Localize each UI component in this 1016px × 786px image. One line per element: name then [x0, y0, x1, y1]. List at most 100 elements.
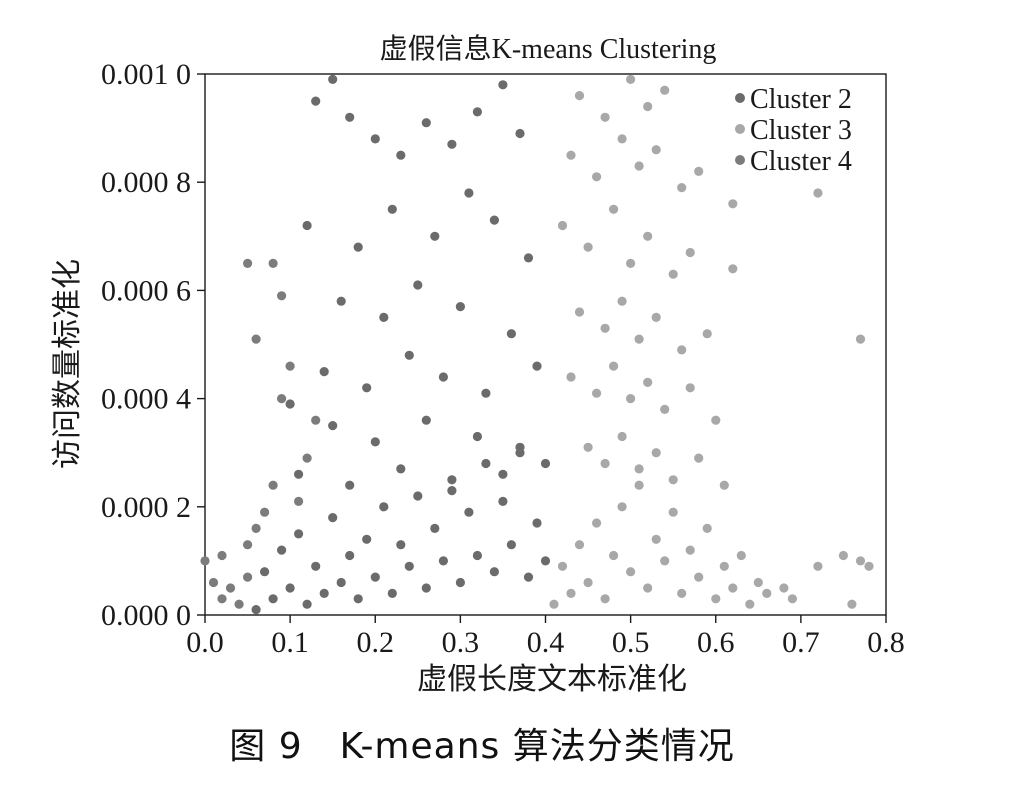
y-tick-label: 0.000 8 [101, 166, 191, 199]
scatter-point [566, 150, 576, 160]
scatter-point [362, 383, 372, 393]
scatter-point [626, 74, 636, 84]
scatter-point [217, 594, 227, 604]
scatter-point [421, 415, 431, 425]
scatter-point [489, 567, 499, 577]
scatter-point [855, 556, 866, 566]
figure-caption: 图 9 K-means 算法分类情况 [229, 726, 734, 767]
scatter-point [651, 448, 661, 458]
scatter-point [421, 583, 431, 593]
legend-label: Cluster 4 [750, 146, 852, 177]
scatter-point [447, 139, 457, 149]
scatter-point [438, 556, 448, 566]
scatter-point [651, 312, 661, 322]
scatter-point [311, 561, 321, 571]
scatter-point [336, 577, 346, 588]
scatter-point [643, 231, 653, 241]
scatter-point [600, 594, 610, 604]
scatter-point [634, 334, 644, 344]
scatter-point [617, 134, 627, 144]
scatter-point [311, 96, 321, 106]
scatter-point [396, 540, 406, 550]
scatter-point [864, 561, 874, 571]
scatter-point [634, 161, 644, 171]
scatter-point [472, 431, 482, 442]
scatter-point [711, 415, 721, 425]
scatter-point [421, 118, 431, 128]
scatter-point [626, 258, 636, 268]
scatter-point [668, 507, 678, 517]
legend-label: Cluster 3 [750, 115, 852, 146]
scatter-point [694, 453, 704, 463]
x-tick-label: 0.7 [782, 626, 820, 659]
scatter-point [532, 518, 542, 528]
scatter-point [387, 204, 397, 214]
scatter-point [574, 540, 585, 550]
scatter-point [728, 199, 738, 209]
scatter-point [208, 577, 219, 588]
x-tick-label: 0.4 [527, 626, 565, 659]
scatter-point [285, 583, 295, 593]
scatter-point [523, 253, 534, 263]
scatter-point [506, 540, 516, 550]
scatter-point [668, 475, 678, 485]
scatter-point [506, 329, 516, 339]
scatter-point [311, 415, 321, 425]
scatter-point [634, 480, 644, 490]
scatter-point [634, 464, 644, 474]
scatter-point [609, 204, 619, 214]
scatter-point [549, 599, 559, 609]
scatter-point [617, 296, 627, 306]
scatter-point [855, 334, 866, 344]
scatter-point [787, 594, 798, 604]
y-tick-label: 0.000 6 [101, 274, 191, 307]
scatter-point [481, 388, 491, 398]
scatter-point [515, 442, 525, 452]
y-tick-label: 0.000 4 [101, 383, 191, 416]
scatter-point [813, 188, 823, 198]
scatter-point [294, 469, 304, 479]
scatter-point [557, 220, 568, 231]
scatter-point [379, 502, 389, 512]
scatter-point [668, 269, 678, 279]
scatter-point [617, 502, 627, 512]
scatter-point [447, 475, 457, 485]
y-tick-label: 0.000 2 [101, 491, 191, 524]
x-axis-ticks: 0.0 0.1 0.2 0.3 0.4 0.5 0.6 0.7 0.8 [186, 615, 905, 659]
scatter-point [498, 80, 508, 90]
scatter-point [260, 567, 270, 577]
x-tick-label: 0.8 [867, 626, 905, 659]
scatter-point [328, 421, 338, 431]
scatter-point [719, 480, 729, 490]
scatter-point [711, 594, 721, 604]
scatter-point [753, 577, 763, 588]
scatter-point [268, 258, 278, 268]
scatter-point [660, 404, 670, 414]
scatter-point [574, 307, 585, 317]
scatter-point [728, 264, 738, 274]
x-tick-label: 0.6 [697, 626, 735, 659]
scatter-point [472, 107, 482, 117]
scatter-point [345, 112, 355, 122]
scatter-point [285, 361, 295, 371]
scatter-point [694, 572, 704, 582]
scatter-point [728, 583, 738, 593]
scatter-point [404, 561, 414, 571]
scatter-point [225, 583, 236, 593]
chart-title: 虚假信息K-means Clustering [380, 33, 717, 65]
scatter-point [677, 588, 687, 599]
scatter-point [540, 458, 551, 469]
x-tick-label: 0.5 [612, 626, 650, 659]
legend-marker [735, 93, 745, 103]
scatter-point [813, 561, 823, 571]
scatter-point [251, 523, 261, 534]
x-axis-label: 虚假长度文本标准化 [417, 662, 687, 697]
scatter-point [438, 372, 448, 382]
scatter-point [515, 128, 525, 139]
scatter-point [234, 599, 244, 609]
scatter-point [643, 101, 653, 112]
scatter-point [592, 172, 602, 182]
scatter-point [762, 588, 772, 599]
scatter-point [319, 588, 329, 599]
